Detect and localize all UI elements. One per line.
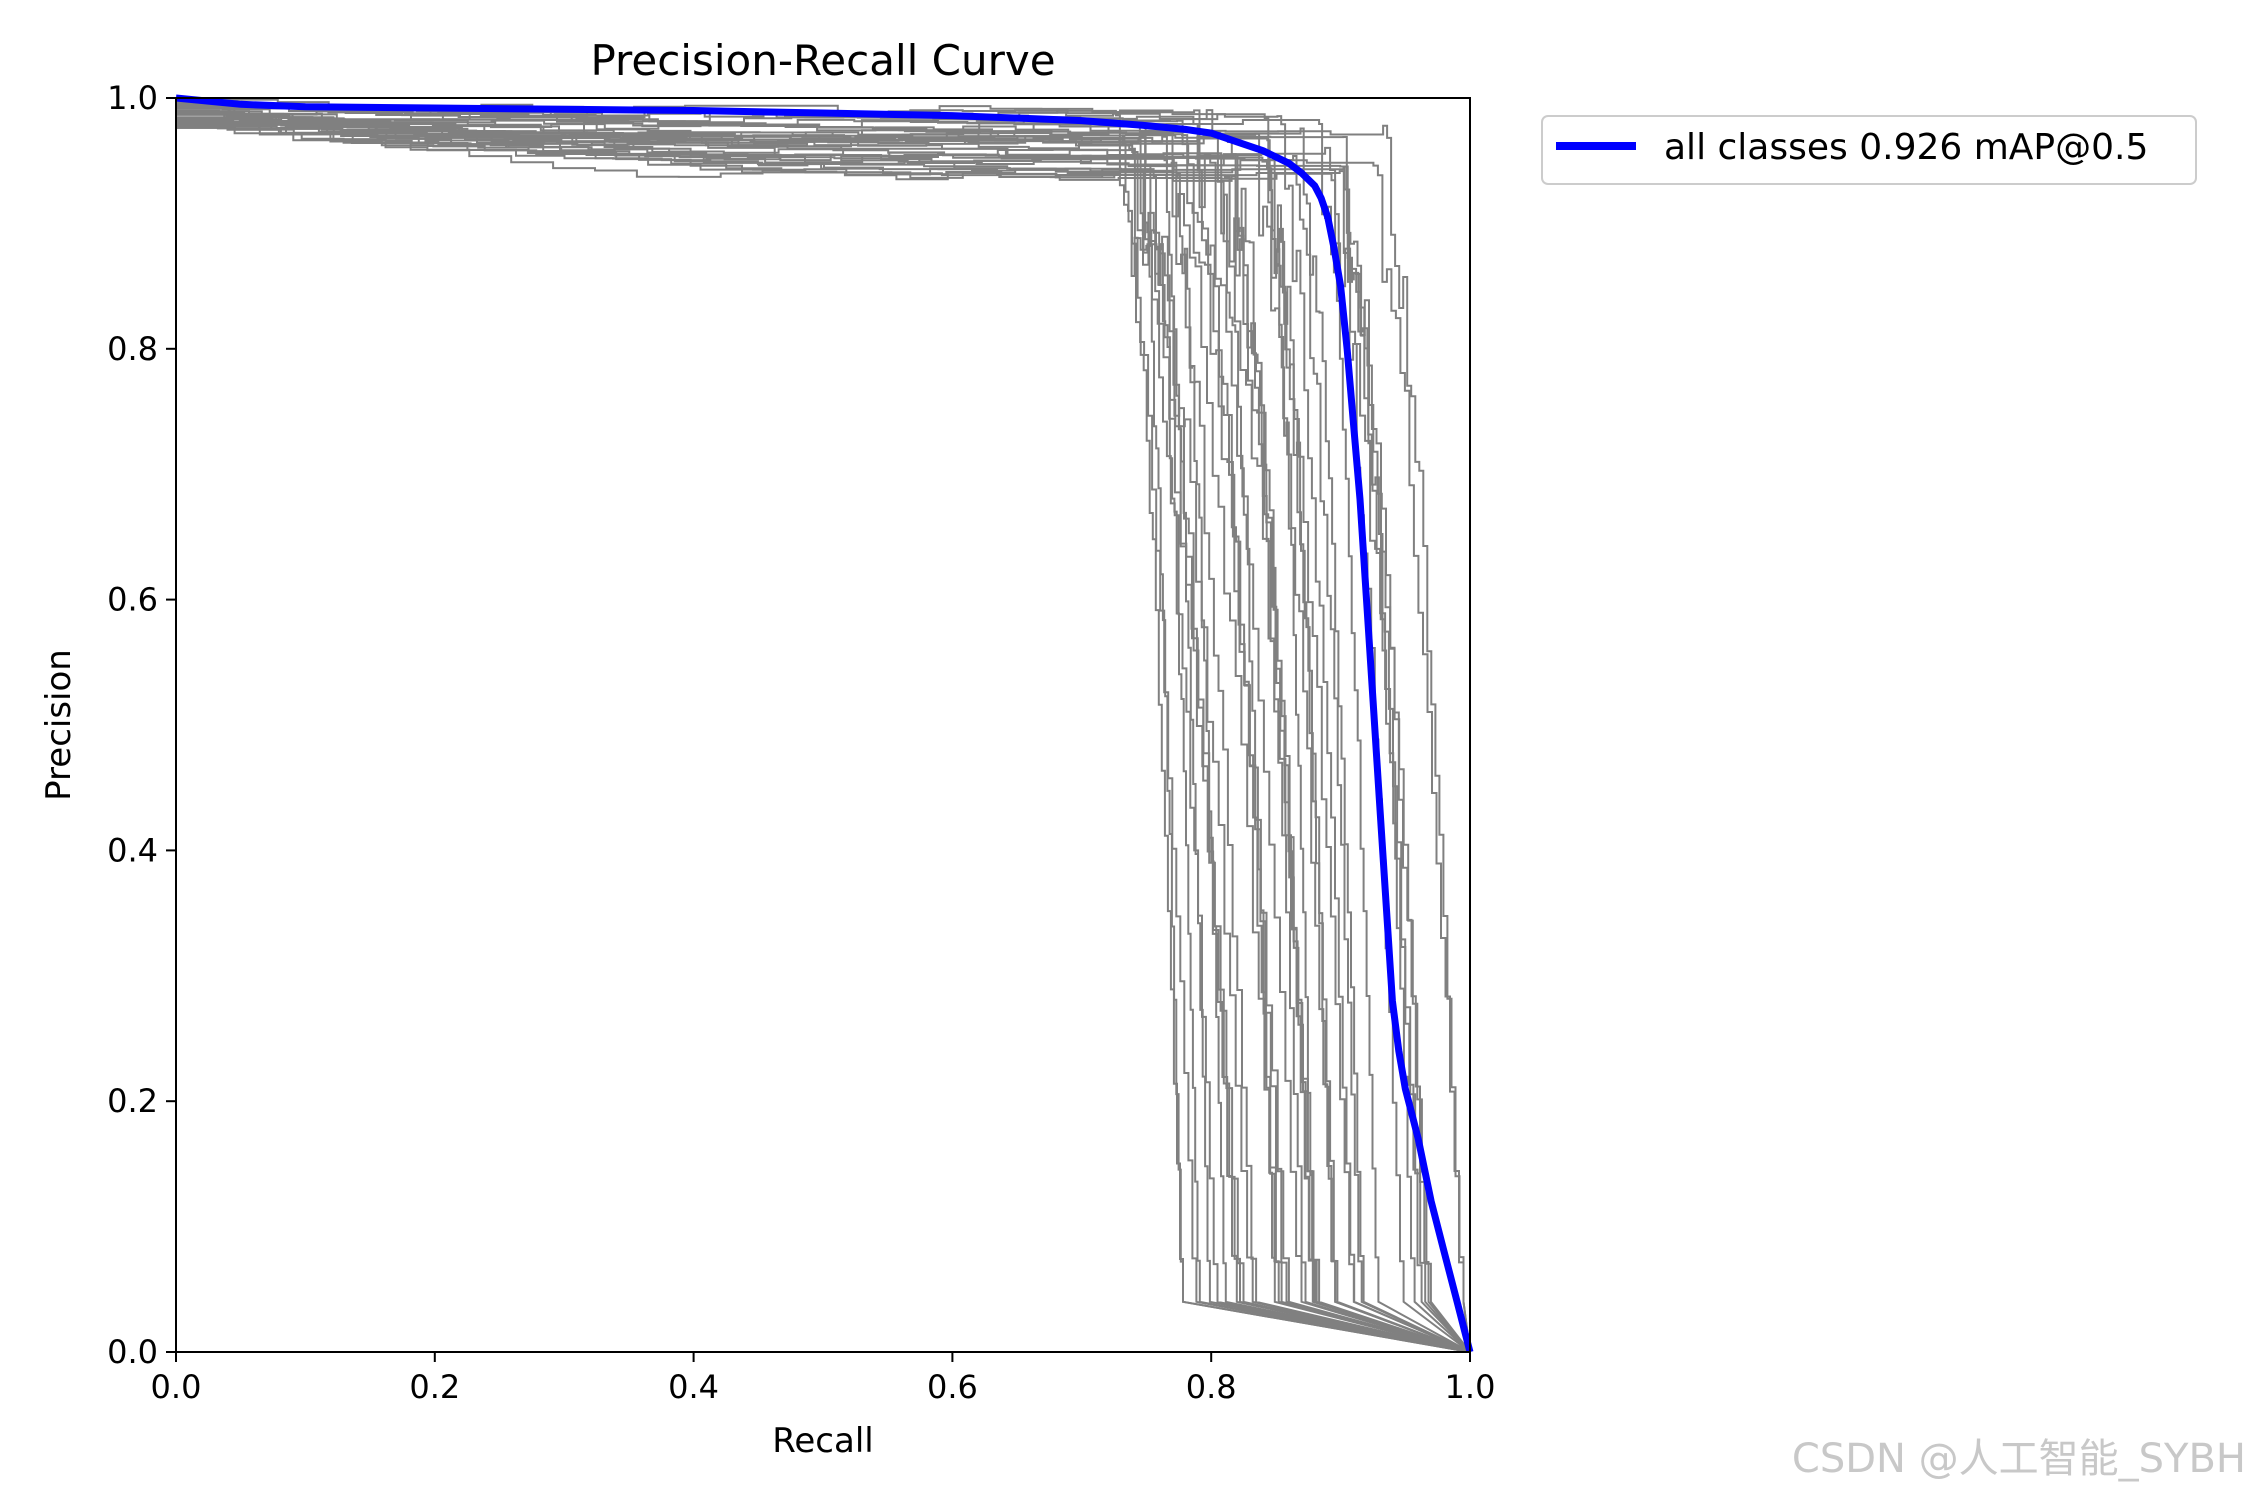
y-tick-label: 0.4 (107, 831, 158, 869)
per-class-curve (176, 107, 1471, 1353)
x-axis: 0.0 0.2 0.4 0.6 0.8 1.0 (151, 1352, 1496, 1406)
series-line-all-classes (175, 94, 1474, 1353)
per-class-curve (176, 98, 1471, 1353)
y-tick-label: 1.0 (107, 79, 158, 117)
x-tick-label: 0.0 (151, 1368, 202, 1406)
y-axis-label: Precision (39, 649, 79, 801)
series-layer (175, 94, 1474, 1353)
per-class-curve (176, 118, 1471, 1353)
legend-box (1541, 115, 2197, 185)
y-tick-label: 0.6 (107, 581, 158, 619)
per-class-curve (176, 123, 1471, 1353)
x-tick-label: 0.8 (1186, 1368, 1237, 1406)
y-tick-label: 0.0 (107, 1333, 158, 1371)
per-class-curve (176, 111, 1471, 1353)
legend-label-all-classes: all classes 0.926 mAP@0.5 (1664, 127, 2148, 168)
watermark: CSDN @人工智能_SYBH (1791, 1436, 2246, 1482)
x-tick-label: 0.4 (668, 1368, 719, 1406)
per-class-curve (176, 110, 1471, 1353)
legend: all classes 0.926 mAP@0.5 (1541, 115, 2197, 185)
y-axis: 0.0 0.2 0.4 0.6 0.8 1.0 (107, 79, 176, 1371)
x-tick-label: 0.2 (409, 1368, 460, 1406)
x-axis-label: Recall (772, 1421, 873, 1461)
per-class-curve (176, 112, 1471, 1353)
per-class-curves (176, 98, 1471, 1353)
y-tick-label: 0.2 (107, 1082, 158, 1120)
per-class-curve (176, 119, 1471, 1353)
x-tick-label: 1.0 (1445, 1368, 1496, 1406)
x-tick-label: 0.6 (927, 1368, 978, 1406)
y-tick-label: 0.8 (107, 330, 158, 368)
chart-title: Precision-Recall Curve (590, 36, 1055, 85)
plot-frame (175, 97, 1471, 1353)
per-class-curve (176, 112, 1471, 1353)
per-class-curve (176, 126, 1471, 1353)
per-class-curve (176, 118, 1471, 1353)
per-class-curve (176, 101, 1471, 1353)
per-class-curve (176, 105, 1471, 1353)
